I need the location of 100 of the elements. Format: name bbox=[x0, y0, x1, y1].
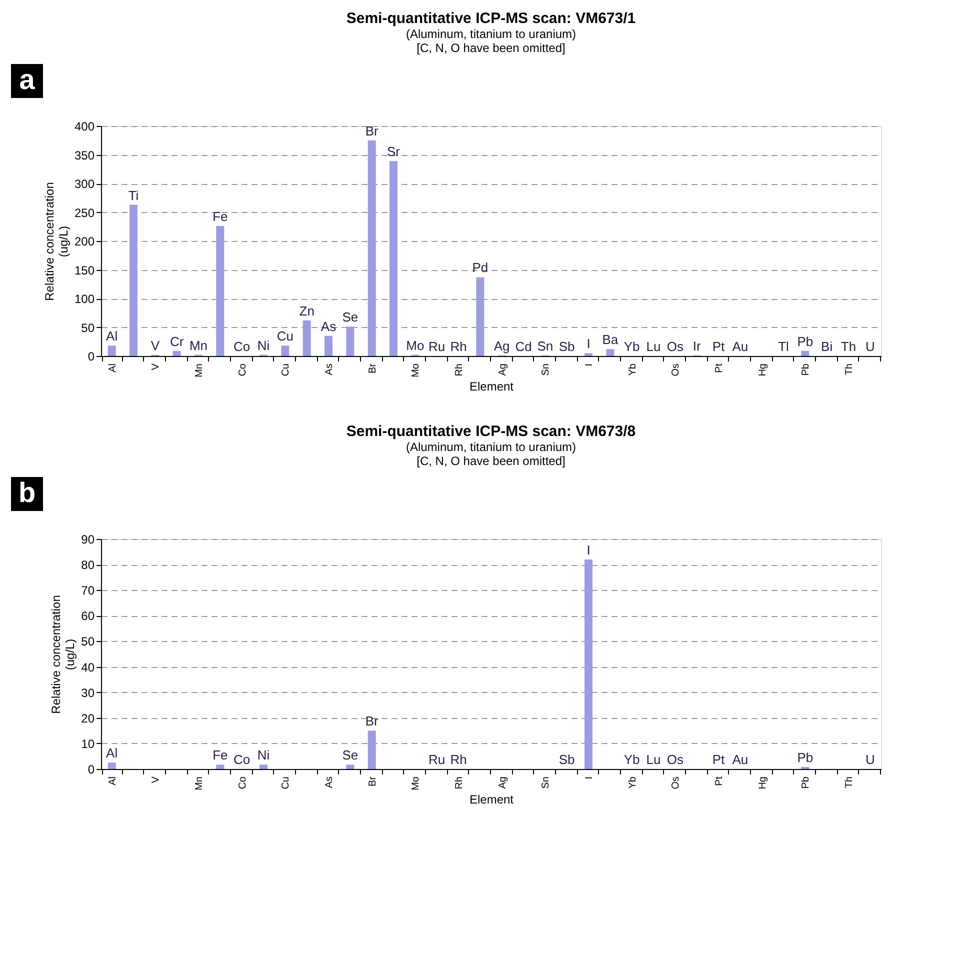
data-label: U bbox=[865, 339, 875, 354]
bar bbox=[584, 353, 592, 356]
y-tick-label: 300 bbox=[74, 177, 95, 191]
data-label: Zn bbox=[299, 303, 314, 318]
x-tick-label: Yb bbox=[627, 776, 638, 789]
data-label: Au bbox=[732, 752, 748, 767]
x-tick-label: Mn bbox=[194, 364, 205, 378]
bar bbox=[216, 764, 224, 769]
data-label: Sr bbox=[387, 144, 401, 160]
data-label: Au bbox=[732, 339, 748, 354]
y-tick-label: 100 bbox=[74, 292, 95, 306]
data-label: Ni bbox=[257, 338, 270, 353]
bar bbox=[346, 764, 354, 769]
text: b bbox=[18, 477, 36, 508]
x-tick-label: Ag bbox=[497, 364, 508, 376]
x-tick-label: Hg bbox=[757, 364, 768, 376]
data-label: Lu bbox=[646, 752, 661, 767]
x-tick-label: V bbox=[150, 363, 162, 370]
data-label: Th bbox=[840, 339, 856, 354]
y-tick-label: 40 bbox=[81, 660, 95, 674]
y-tick-label: 150 bbox=[74, 263, 95, 278]
x-tick-label: I bbox=[584, 364, 595, 366]
x-tick-label: Br bbox=[367, 776, 378, 786]
data-label: As bbox=[320, 318, 337, 334]
x-tick-label: Mn bbox=[194, 776, 205, 790]
data-label: Mo bbox=[406, 338, 424, 353]
data-label: Rh bbox=[450, 339, 467, 354]
data-label: V bbox=[150, 338, 160, 353]
x-tick-label: Mo bbox=[410, 776, 422, 790]
x-tick-label: Yb bbox=[627, 363, 638, 376]
x-tick-label: V bbox=[150, 776, 162, 784]
chart-title: Semi-quantitative ICP-MS scan: VM673/1 bbox=[346, 10, 636, 27]
x-tick-label: Cu bbox=[280, 364, 292, 376]
data-label: Ru bbox=[428, 339, 446, 354]
x-tick-label: Pt bbox=[714, 776, 725, 786]
data-label: Br bbox=[365, 714, 380, 729]
data-label: Co bbox=[234, 339, 250, 354]
y-tick-label: 80 bbox=[81, 558, 95, 572]
y-tick-label: 70 bbox=[81, 584, 95, 598]
bar bbox=[368, 140, 376, 356]
x-tick-label: Al bbox=[107, 776, 118, 786]
data-label: Ba bbox=[602, 332, 619, 348]
data-label: Sb bbox=[558, 339, 575, 354]
chart-subtitle: (Aluminum, titanium to uranium) [C, N, O have been omitted] bbox=[406, 27, 576, 55]
x-tick-label: Ag bbox=[497, 776, 508, 789]
bar bbox=[281, 346, 290, 356]
bar bbox=[108, 346, 116, 356]
data-label: I bbox=[586, 542, 590, 558]
y-tick-label: 30 bbox=[81, 686, 95, 700]
bar bbox=[302, 320, 311, 356]
data-label: Ru bbox=[428, 752, 446, 767]
data-label: Al bbox=[106, 746, 118, 761]
data-label: Se bbox=[342, 310, 358, 325]
data-label: Br bbox=[365, 123, 380, 138]
y-tick-label: 350 bbox=[74, 148, 95, 162]
text: a bbox=[19, 64, 36, 95]
data-label: Cr bbox=[170, 334, 184, 349]
bar bbox=[801, 350, 810, 356]
data-label: Mn bbox=[189, 338, 208, 353]
data-label: Os bbox=[666, 339, 684, 354]
x-axis-title: Element bbox=[469, 792, 514, 806]
x-tick-label: Mo bbox=[410, 363, 422, 378]
bar bbox=[390, 161, 398, 356]
y-tick-label: 0 bbox=[88, 350, 95, 364]
x-tick-label: I bbox=[584, 776, 595, 780]
x-tick-label: Pb bbox=[800, 363, 812, 376]
x-tick-label: Cu bbox=[280, 776, 292, 790]
x-tick-label: As bbox=[324, 364, 335, 376]
data-label: Cu bbox=[276, 328, 294, 344]
x-tick-label: Sn bbox=[540, 776, 552, 789]
y-tick-label: 90 bbox=[81, 532, 95, 546]
data-label: Pd bbox=[472, 260, 488, 276]
data-label: Ag bbox=[494, 338, 510, 354]
y-axis-title: Relative concentration (ug/L) bbox=[42, 182, 70, 301]
data-label: Pt bbox=[712, 339, 726, 354]
x-tick-label: Pb bbox=[800, 776, 812, 789]
bar bbox=[346, 326, 354, 356]
bar bbox=[216, 226, 224, 356]
y-tick-label: 60 bbox=[81, 609, 95, 624]
bar bbox=[606, 349, 614, 356]
y-axis-title: Relative concentration (ug/L) bbox=[49, 595, 78, 714]
y-tick-label: 20 bbox=[81, 711, 95, 726]
y-tick-label: 250 bbox=[74, 206, 95, 220]
bar bbox=[260, 764, 268, 769]
bar bbox=[108, 762, 116, 769]
data-label: Cd bbox=[515, 339, 532, 354]
y-tick-label: 50 bbox=[81, 634, 95, 649]
x-tick-label: Pt bbox=[714, 363, 725, 373]
data-label: Pt bbox=[712, 752, 726, 767]
y-tick-label: 0 bbox=[88, 762, 95, 776]
data-label: Al bbox=[106, 328, 118, 344]
y-tick-label: 10 bbox=[81, 736, 95, 751]
y-tick-label: 400 bbox=[74, 120, 95, 134]
data-label: Pb bbox=[797, 750, 814, 765]
y-tick-label: 200 bbox=[74, 234, 95, 248]
x-tick-label: Co bbox=[237, 363, 248, 376]
bar bbox=[172, 350, 181, 356]
data-label: Yb bbox=[624, 339, 640, 354]
x-tick-label: Sn bbox=[540, 364, 552, 376]
bar bbox=[324, 336, 332, 356]
